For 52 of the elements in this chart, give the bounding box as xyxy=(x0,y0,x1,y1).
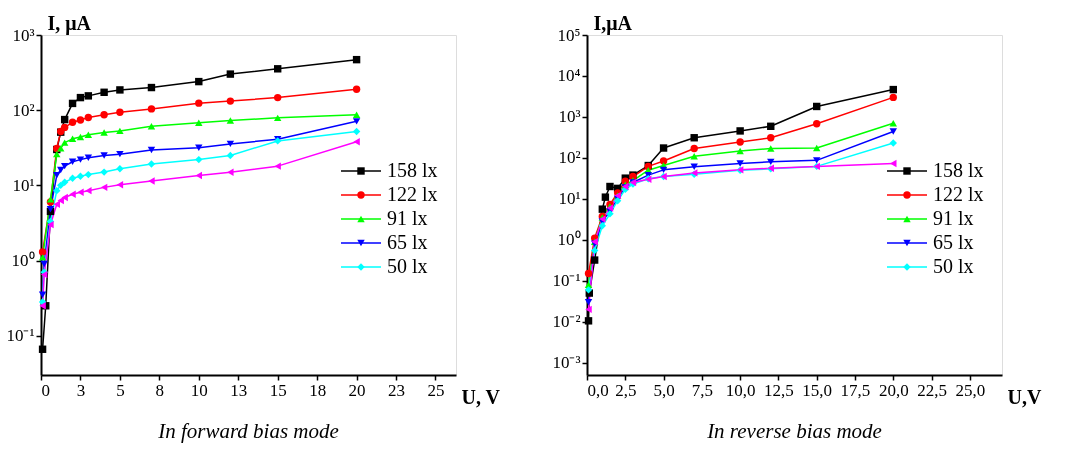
x-tick-label: 15,0 xyxy=(802,380,833,400)
legend-label: 158 lx xyxy=(387,159,438,181)
x-tick-label: 20,0 xyxy=(878,380,909,400)
x-tick-label: 13 xyxy=(230,380,248,400)
legend-label: 65 lx xyxy=(933,231,974,253)
y-tick-label: 10⁻² xyxy=(552,312,581,332)
y-tick-label: 10² xyxy=(558,148,581,168)
y-tick-label: 10⁻¹ xyxy=(6,326,35,346)
legend-label: 50 lx xyxy=(933,255,974,277)
y-tick-label: 10² xyxy=(12,100,35,120)
x-tick-label: 10 xyxy=(190,380,208,400)
legend-label: 50 lx xyxy=(387,255,428,277)
x-tick-label: 3 xyxy=(76,380,86,400)
x-tick-label: 12,5 xyxy=(764,380,794,400)
y-tick-label: 10³ xyxy=(558,107,581,127)
x-tick-label: 5,0 xyxy=(653,380,675,400)
x-tick-label: 10,0 xyxy=(725,380,756,400)
text: In forward bias mode xyxy=(157,419,339,443)
x-tick-label: 17,5 xyxy=(840,380,871,400)
y-tick-label: 10¹ xyxy=(558,189,581,209)
x-axis-title: U, V xyxy=(461,385,501,408)
x-tick-label: 20 xyxy=(348,380,366,400)
y-tick-label: 10⁰ xyxy=(557,230,581,250)
y-axis-title: I, μA xyxy=(47,11,92,35)
x-tick-label: 22,5 xyxy=(917,380,947,400)
x-tick-label: 0 xyxy=(41,380,50,400)
y-tick-label: 10⁰ xyxy=(11,251,35,271)
y-tick-label: 10⁻³ xyxy=(552,353,581,373)
legend-label: 158 lx xyxy=(933,159,984,181)
x-tick-label: 0,0 xyxy=(587,380,609,400)
y-axis-title: I,μA xyxy=(593,11,633,35)
x-tick-label: 18 xyxy=(309,380,327,400)
y-tick-label: 10³ xyxy=(12,25,35,45)
x-tick-label: 25 xyxy=(427,380,445,400)
x-tick-label: 25,0 xyxy=(955,380,986,400)
x-tick-label: 23 xyxy=(388,380,406,400)
legend-label: 122 lx xyxy=(933,183,984,205)
x-axis-title: U,V xyxy=(1007,385,1042,408)
y-tick-label: 10¹ xyxy=(12,175,35,195)
x-tick-label: 7,5 xyxy=(691,380,713,400)
y-tick-label: 10⁻¹ xyxy=(552,271,581,291)
x-tick-label: 5 xyxy=(116,380,125,400)
x-tick-label: 2,5 xyxy=(615,380,637,400)
x-tick-label: 8 xyxy=(155,380,165,400)
y-tick-label: 10⁴ xyxy=(557,66,581,86)
legend-label: 91 lx xyxy=(933,207,974,229)
legend-label: 65 lx xyxy=(387,231,428,253)
x-tick-label: 15 xyxy=(269,380,287,400)
legend-label: 91 lx xyxy=(387,207,428,229)
y-tick-label: 10⁵ xyxy=(557,25,581,45)
text: In reverse bias mode xyxy=(706,419,882,443)
legend-label: 122 lx xyxy=(387,183,438,205)
